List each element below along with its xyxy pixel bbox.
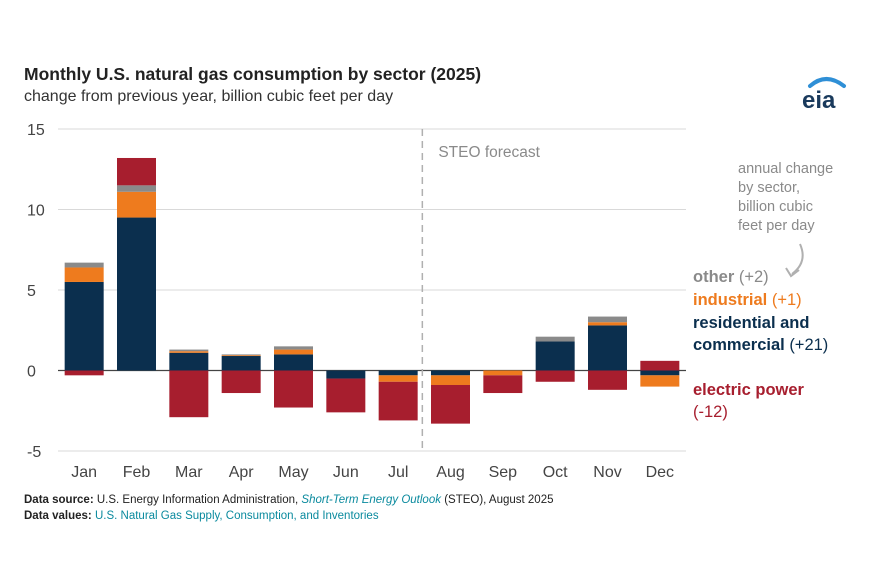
- legend-residential: residential and commercial (+21): [693, 312, 828, 356]
- bar-residential: [535, 341, 575, 371]
- footer: Data source: U.S. Energy Information Adm…: [24, 492, 554, 524]
- bar-other: [535, 336, 575, 342]
- y-tick-label: 15: [27, 122, 45, 139]
- data-source-label: Data source:: [24, 494, 94, 506]
- bar-electric: [326, 378, 366, 413]
- bar-electric: [221, 370, 261, 394]
- bar-residential: [588, 325, 627, 371]
- bar-other: [64, 262, 104, 268]
- bar-industrial: [274, 349, 313, 355]
- legend-industrial: industrial (+1): [693, 289, 802, 311]
- annotation-arrow: [791, 243, 804, 275]
- legend-residential-name: residential and: [693, 314, 810, 332]
- bar-residential: [221, 356, 261, 371]
- x-tick-label: Dec: [646, 464, 674, 481]
- bar-industrial: [117, 191, 156, 218]
- bar-electric: [378, 381, 418, 421]
- bar-other: [588, 316, 627, 323]
- bar-other: [274, 346, 313, 350]
- legend-other: other (+2): [693, 266, 769, 288]
- eia-logo-text: eia: [802, 87, 836, 114]
- bar-electric: [274, 370, 313, 408]
- x-tick-label: Apr: [229, 464, 255, 481]
- bar-electric: [640, 360, 680, 371]
- x-tick-label: Mar: [175, 464, 203, 481]
- data-source-text: U.S. Energy Information Administration,: [96, 494, 299, 506]
- legend-electric-change: (-12): [693, 403, 728, 421]
- legend-industrial-name: industrial: [693, 291, 768, 309]
- data-values-label: Data values:: [24, 510, 92, 522]
- annotation-line: by sector,: [738, 180, 801, 196]
- bar-electric: [588, 370, 627, 390]
- eia-logo: eia: [802, 77, 846, 114]
- bar-residential: [431, 370, 470, 376]
- bar-electric: [117, 157, 156, 186]
- chart-subtitle: change from previous year, billion cubic…: [24, 88, 394, 105]
- data-source-line: Data source: U.S. Energy Information Adm…: [24, 492, 554, 508]
- legend-residential-name2: commercial: [693, 336, 785, 354]
- annotation-line: feet per day: [738, 218, 815, 234]
- data-source-tail: (STEO), August 2025: [444, 494, 554, 506]
- legend-electric-name: electric power: [693, 381, 804, 399]
- bar-other: [117, 185, 156, 192]
- bar-industrial: [431, 375, 470, 385]
- data-values-line: Data values: U.S. Natural Gas Supply, Co…: [24, 508, 554, 524]
- bar-industrial: [221, 355, 261, 357]
- x-tick-label: Feb: [123, 464, 151, 481]
- bar-residential: [378, 370, 418, 376]
- legend-industrial-change: (+1): [771, 291, 802, 309]
- x-tick-label: May: [278, 464, 308, 481]
- x-tick-label: Jan: [71, 464, 97, 481]
- bar-residential: [326, 370, 366, 379]
- bar-industrial: [640, 375, 680, 387]
- y-tick-label: -5: [27, 444, 41, 461]
- annotation-line: annual change: [738, 161, 834, 177]
- x-tick-label: Aug: [436, 464, 464, 481]
- x-tick-label: Nov: [593, 464, 621, 481]
- bar-industrial: [64, 267, 104, 282]
- bar-residential: [64, 281, 104, 371]
- x-tick-label: Jun: [333, 464, 359, 481]
- data-values-link[interactable]: U.S. Natural Gas Supply, Consumption, an…: [94, 510, 379, 522]
- bar-electric: [483, 375, 523, 394]
- bar-industrial: [483, 370, 523, 376]
- legend-residential-change: (+21): [789, 336, 829, 354]
- bar-residential: [274, 354, 313, 371]
- bar-electric: [535, 370, 575, 382]
- legend-other-change: (+2): [738, 268, 769, 286]
- bar-electric: [431, 384, 470, 424]
- bar-electric: [169, 370, 209, 418]
- annotation-text: annual change by sector, billion cubic f…: [738, 160, 833, 236]
- y-tick-label: 10: [27, 203, 45, 220]
- bar-other: [169, 349, 209, 352]
- x-tick-label: Sep: [489, 464, 518, 481]
- y-tick-label: 5: [27, 283, 36, 300]
- bar-electric: [64, 370, 104, 376]
- bar-other: [221, 354, 261, 356]
- bar-industrial: [378, 375, 418, 382]
- bar-industrial: [588, 322, 627, 326]
- y-tick-label: 0: [27, 364, 36, 381]
- chart-title: Monthly U.S. natural gas consumption by …: [24, 64, 482, 84]
- legend-electric: electric power (-12): [693, 379, 804, 423]
- bar-residential: [640, 370, 680, 376]
- x-tick-label: Jul: [388, 464, 408, 481]
- bar-industrial: [169, 351, 209, 353]
- legend-other-name: other: [693, 268, 735, 286]
- bar-residential: [169, 352, 209, 371]
- forecast-label: STEO forecast: [438, 144, 540, 161]
- x-tick-label: Oct: [543, 464, 568, 481]
- bar-residential: [117, 217, 156, 371]
- annotation-line: billion cubic: [738, 199, 813, 215]
- steo-link[interactable]: Short-Term Energy Outlook: [301, 494, 441, 506]
- annotation-arrowhead: [785, 267, 800, 278]
